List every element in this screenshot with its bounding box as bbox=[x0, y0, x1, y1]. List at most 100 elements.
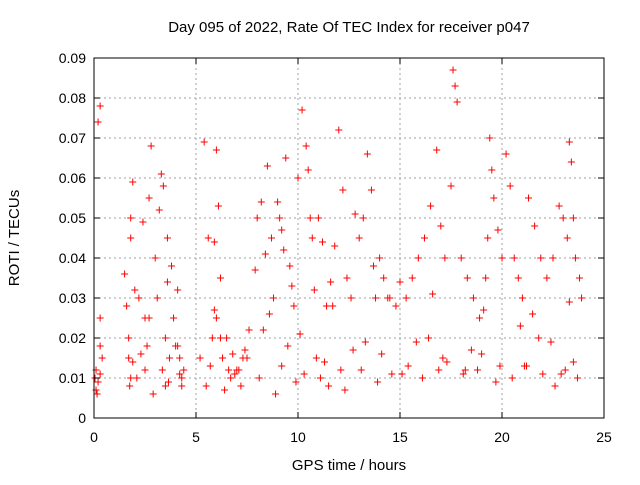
data-point bbox=[376, 254, 384, 262]
data-point bbox=[488, 166, 496, 174]
data-point bbox=[125, 354, 133, 362]
data-point bbox=[474, 366, 482, 374]
data-point bbox=[337, 366, 345, 374]
data-point bbox=[282, 154, 290, 162]
y-tick-label: 0 bbox=[78, 410, 86, 426]
data-point bbox=[506, 182, 514, 190]
data-point bbox=[339, 186, 347, 194]
data-point bbox=[396, 278, 404, 286]
data-point bbox=[270, 294, 278, 302]
data-point bbox=[96, 370, 104, 378]
data-point bbox=[367, 186, 375, 194]
data-point bbox=[414, 254, 422, 262]
data-point bbox=[567, 158, 575, 166]
data-point bbox=[159, 182, 167, 190]
data-point bbox=[210, 238, 218, 246]
data-point bbox=[168, 262, 176, 270]
data-point bbox=[206, 362, 214, 370]
data-point bbox=[518, 294, 526, 302]
y-axis-label: ROTI / TECUs bbox=[6, 190, 23, 286]
data-point bbox=[96, 342, 104, 350]
data-point bbox=[520, 362, 528, 370]
data-point bbox=[263, 162, 271, 170]
data-point bbox=[490, 194, 498, 202]
data-point bbox=[316, 374, 324, 382]
data-point bbox=[94, 118, 102, 126]
data-point bbox=[267, 234, 275, 242]
data-point bbox=[216, 274, 224, 282]
data-point bbox=[453, 98, 461, 106]
data-point bbox=[476, 314, 484, 322]
data-point bbox=[274, 198, 282, 206]
data-point bbox=[257, 198, 265, 206]
data-point bbox=[359, 214, 367, 222]
data-point bbox=[435, 366, 443, 374]
x-axis-label: GPS time / hours bbox=[292, 457, 406, 474]
y-tick-label: 0.02 bbox=[59, 330, 86, 346]
data-point bbox=[227, 374, 235, 382]
data-point bbox=[496, 362, 504, 370]
data-point bbox=[131, 286, 139, 294]
data-point bbox=[325, 382, 333, 390]
data-point bbox=[380, 274, 388, 282]
data-point bbox=[155, 206, 163, 214]
data-point bbox=[447, 182, 455, 190]
data-point bbox=[310, 286, 318, 294]
data-point bbox=[139, 218, 147, 226]
data-point bbox=[565, 298, 573, 306]
data-point bbox=[563, 234, 571, 242]
data-point bbox=[221, 386, 229, 394]
data-point bbox=[127, 214, 135, 222]
data-point bbox=[127, 234, 135, 242]
data-point bbox=[443, 358, 451, 366]
x-tick-label: 20 bbox=[494, 429, 510, 445]
data-point bbox=[429, 290, 437, 298]
data-point bbox=[318, 238, 326, 246]
data-point bbox=[308, 234, 316, 242]
data-point bbox=[569, 358, 577, 366]
y-tick-label: 0.08 bbox=[59, 90, 86, 106]
data-point bbox=[484, 234, 492, 242]
data-point bbox=[492, 378, 500, 386]
data-point bbox=[239, 354, 247, 362]
data-point bbox=[93, 390, 101, 398]
y-tick-label: 0.09 bbox=[59, 50, 86, 66]
data-point bbox=[133, 374, 141, 382]
data-point bbox=[212, 146, 220, 154]
data-point bbox=[296, 330, 304, 338]
data-point bbox=[212, 314, 220, 322]
data-point bbox=[569, 214, 577, 222]
data-point bbox=[129, 178, 137, 186]
data-point bbox=[141, 366, 149, 374]
data-point bbox=[351, 210, 359, 218]
data-point bbox=[278, 226, 286, 234]
data-point bbox=[537, 254, 545, 262]
data-point bbox=[288, 282, 296, 290]
data-point bbox=[531, 222, 539, 230]
data-point bbox=[151, 254, 159, 262]
data-point bbox=[323, 302, 331, 310]
data-point bbox=[425, 334, 433, 342]
data-point bbox=[378, 350, 386, 358]
data-point bbox=[525, 194, 533, 202]
data-point bbox=[571, 254, 579, 262]
data-point bbox=[420, 234, 428, 242]
data-point bbox=[398, 370, 406, 378]
data-point bbox=[369, 262, 377, 270]
data-point bbox=[374, 378, 382, 386]
data-point bbox=[502, 150, 510, 158]
data-point bbox=[361, 338, 369, 346]
data-point bbox=[123, 302, 131, 310]
data-point bbox=[404, 362, 412, 370]
data-point bbox=[176, 370, 184, 378]
data-point bbox=[265, 310, 273, 318]
data-point bbox=[461, 366, 469, 374]
x-tick-label: 15 bbox=[392, 429, 408, 445]
data-point bbox=[163, 234, 171, 242]
data-point bbox=[157, 170, 165, 178]
data-point bbox=[561, 366, 569, 374]
data-point bbox=[482, 274, 490, 282]
data-point bbox=[153, 294, 161, 302]
data-point bbox=[384, 294, 392, 302]
